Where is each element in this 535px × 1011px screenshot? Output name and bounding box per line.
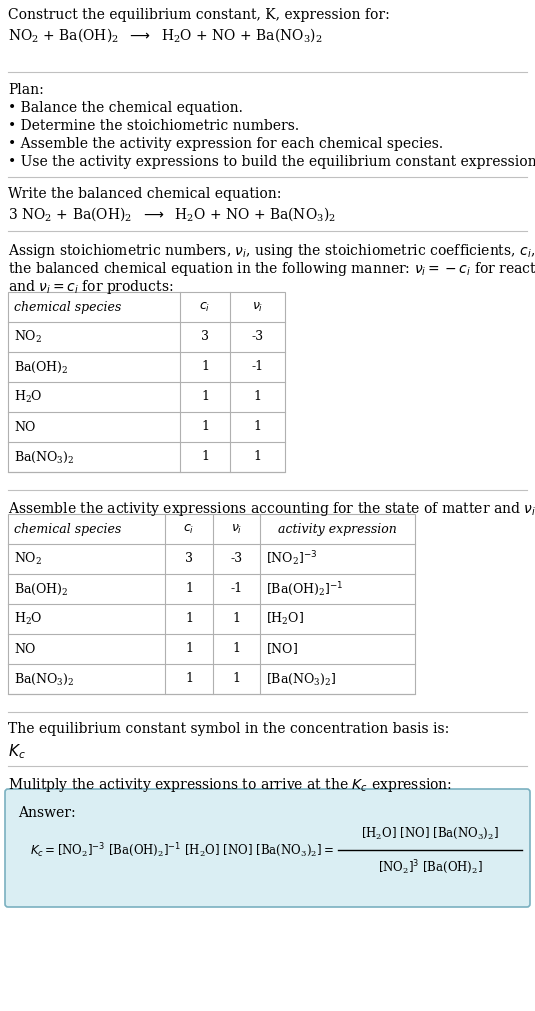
Text: -3: -3 bbox=[251, 331, 264, 344]
Text: 1: 1 bbox=[185, 613, 193, 626]
Text: $\mathregular{NO_2}$: $\mathregular{NO_2}$ bbox=[14, 329, 42, 345]
Text: $[\mathregular{H_2O}]$: $[\mathregular{H_2O}]$ bbox=[266, 611, 304, 627]
Text: and $\nu_i = c_i$ for products:: and $\nu_i = c_i$ for products: bbox=[8, 278, 173, 296]
Text: $\mathregular{Ba(NO_3)_2}$: $\mathregular{Ba(NO_3)_2}$ bbox=[14, 450, 74, 465]
Text: $\nu_i$: $\nu_i$ bbox=[231, 523, 242, 536]
Text: Answer:: Answer: bbox=[18, 806, 75, 820]
Bar bbox=[8, 292, 285, 472]
Text: $c_i$: $c_i$ bbox=[200, 300, 211, 313]
Text: the balanced chemical equation in the following manner: $\nu_i = -c_i$ for react: the balanced chemical equation in the fo… bbox=[8, 260, 535, 278]
Text: Mulitply the activity expressions to arrive at the $K_c$ expression:: Mulitply the activity expressions to arr… bbox=[8, 776, 452, 794]
Text: activity expression: activity expression bbox=[278, 523, 397, 536]
Text: Assign stoichiometric numbers, $\nu_i$, using the stoichiometric coefficients, $: Assign stoichiometric numbers, $\nu_i$, … bbox=[8, 242, 535, 260]
FancyBboxPatch shape bbox=[5, 789, 530, 907]
Text: $[\mathregular{H_2O}]\ [\mathregular{NO}]\ [\mathregular{Ba(NO_3)_2}]$: $[\mathregular{H_2O}]\ [\mathregular{NO}… bbox=[361, 825, 499, 840]
Text: 1: 1 bbox=[233, 643, 241, 655]
Text: The equilibrium constant symbol in the concentration basis is:: The equilibrium constant symbol in the c… bbox=[8, 722, 449, 736]
Text: $\mathregular{NO_2}$ $+$ $\mathregular{Ba(OH)_2}$  $\longrightarrow$  $\mathregu: $\mathregular{NO_2}$ $+$ $\mathregular{B… bbox=[8, 26, 323, 43]
Text: Construct the equilibrium constant, K, expression for:: Construct the equilibrium constant, K, e… bbox=[8, 8, 390, 22]
Text: -1: -1 bbox=[231, 582, 242, 595]
Text: 1: 1 bbox=[201, 390, 209, 403]
Text: $[\mathregular{Ba(NO_3)_2}]$: $[\mathregular{Ba(NO_3)_2}]$ bbox=[266, 671, 337, 686]
Text: $\mathregular{NO}$: $\mathregular{NO}$ bbox=[14, 642, 36, 656]
Text: $\mathregular{Ba(NO_3)_2}$: $\mathregular{Ba(NO_3)_2}$ bbox=[14, 671, 74, 686]
Text: $[\mathregular{NO_2}]^3\ [\mathregular{Ba(OH)_2}]$: $[\mathregular{NO_2}]^3\ [\mathregular{B… bbox=[378, 858, 483, 876]
Text: $\mathregular{H_2O}$: $\mathregular{H_2O}$ bbox=[14, 611, 43, 627]
Text: -3: -3 bbox=[231, 552, 242, 565]
Text: 1: 1 bbox=[201, 451, 209, 463]
Text: chemical species: chemical species bbox=[14, 523, 121, 536]
Text: 1: 1 bbox=[233, 613, 241, 626]
Text: $\mathregular{Ba(OH)_2}$: $\mathregular{Ba(OH)_2}$ bbox=[14, 581, 68, 596]
Text: Write the balanced chemical equation:: Write the balanced chemical equation: bbox=[8, 187, 281, 201]
Text: $K_c = [\mathregular{NO_2}]^{-3}\ [\mathregular{Ba(OH)_2}]^{-1}$$\ [\mathregular: $K_c = [\mathregular{NO_2}]^{-3}\ [\math… bbox=[30, 841, 334, 859]
Text: $\mathregular{H_2O}$: $\mathregular{H_2O}$ bbox=[14, 389, 43, 405]
Text: $c_i$: $c_i$ bbox=[184, 523, 195, 536]
Text: 1: 1 bbox=[233, 672, 241, 685]
Text: • Assemble the activity expression for each chemical species.: • Assemble the activity expression for e… bbox=[8, 137, 443, 151]
Text: $[\mathregular{NO_2}]^{-3}$: $[\mathregular{NO_2}]^{-3}$ bbox=[266, 550, 317, 568]
Text: $K_c$: $K_c$ bbox=[8, 742, 26, 760]
Text: $[\mathregular{NO}]$: $[\mathregular{NO}]$ bbox=[266, 642, 298, 656]
Text: 3: 3 bbox=[185, 552, 193, 565]
Text: -1: -1 bbox=[251, 361, 264, 373]
Text: 1: 1 bbox=[254, 390, 262, 403]
Text: $\mathregular{NO_2}$: $\mathregular{NO_2}$ bbox=[14, 551, 42, 567]
Text: • Determine the stoichiometric numbers.: • Determine the stoichiometric numbers. bbox=[8, 119, 299, 133]
Text: 1: 1 bbox=[185, 582, 193, 595]
Text: chemical species: chemical species bbox=[14, 300, 121, 313]
Text: $\mathregular{NO}$: $\mathregular{NO}$ bbox=[14, 420, 36, 434]
Text: $\mathregular{Ba(OH)_2}$: $\mathregular{Ba(OH)_2}$ bbox=[14, 359, 68, 375]
Text: 1: 1 bbox=[185, 643, 193, 655]
Text: 1: 1 bbox=[185, 672, 193, 685]
Text: • Use the activity expressions to build the equilibrium constant expression.: • Use the activity expressions to build … bbox=[8, 155, 535, 169]
Text: • Balance the chemical equation.: • Balance the chemical equation. bbox=[8, 101, 243, 115]
Text: Plan:: Plan: bbox=[8, 83, 44, 97]
Bar bbox=[8, 514, 415, 694]
Text: $\mathregular{3\ NO_2}$ $+$ $\mathregular{Ba(OH)_2}$  $\longrightarrow$  $\mathr: $\mathregular{3\ NO_2}$ $+$ $\mathregula… bbox=[8, 205, 336, 222]
Text: 1: 1 bbox=[201, 361, 209, 373]
Text: 3: 3 bbox=[201, 331, 209, 344]
Text: Assemble the activity expressions accounting for the state of matter and $\nu_i$: Assemble the activity expressions accoun… bbox=[8, 500, 535, 518]
Text: $[\mathregular{Ba(OH)_2}]^{-1}$: $[\mathregular{Ba(OH)_2}]^{-1}$ bbox=[266, 580, 343, 598]
Text: 1: 1 bbox=[254, 421, 262, 434]
Text: $\nu_i$: $\nu_i$ bbox=[252, 300, 263, 313]
Text: 1: 1 bbox=[254, 451, 262, 463]
Text: 1: 1 bbox=[201, 421, 209, 434]
